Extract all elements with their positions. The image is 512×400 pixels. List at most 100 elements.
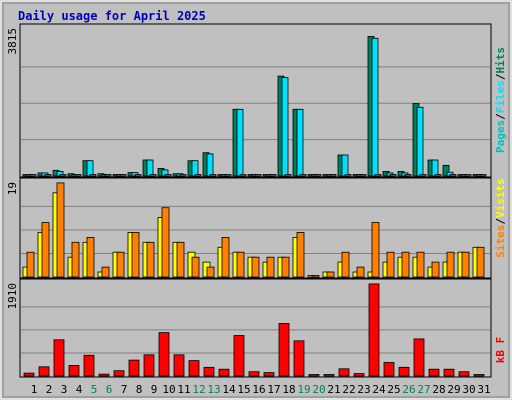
bar-kb-f [158,332,170,377]
side-legend-part: F [494,337,507,350]
bar-pages [89,174,97,177]
bar-pages [404,174,412,177]
day-label: 5 [91,383,98,396]
bar-sites [461,251,470,278]
day-label: 10 [162,383,175,396]
bar-files [206,153,214,177]
bar-kb-f [293,340,305,377]
bar-kb-f [368,283,380,377]
bar-pages [104,174,112,177]
bar-kb-f [458,371,470,377]
day-label: 3 [61,383,68,396]
bar-files [341,154,349,177]
bar-kb-f [248,371,260,377]
bar-kb-f [23,372,35,377]
bar-pages [419,174,427,177]
day-label: 26 [402,383,415,396]
bar-kb-f [83,354,95,377]
bar-kb-f [233,335,245,377]
bar-sites [236,251,245,278]
bar-kb-f [68,364,80,377]
bar-sites [401,251,410,278]
day-label: 21 [327,383,340,396]
bar-pages [179,174,187,177]
bar-pages [269,174,277,177]
bar-pages [164,174,172,177]
bar-kb-f [308,374,320,377]
bar-pages [374,174,382,177]
bar-sites [371,222,380,278]
bar-sites [386,251,395,278]
bar-layer [22,36,487,377]
side-legend-part: / [494,73,507,80]
bar-pages [359,174,367,177]
day-label: 25 [387,383,400,396]
bar-kb-f [353,373,365,377]
day-label: 13 [207,383,220,396]
bar-pages [74,174,82,177]
bar-kb-f [413,338,425,377]
bar-pages [239,174,247,177]
bar-kb-f [473,374,485,377]
bar-sites [101,266,110,278]
bar-sites [191,256,200,278]
bar-pages [449,174,457,177]
bar-files [296,108,304,177]
side-legend: Sites/Visits [494,178,507,258]
bar-kb-f [173,354,185,377]
bar-files [191,160,199,177]
day-labels: 1 2 3 4 5 6 7 8 9 10 11 12 13 14 15 16 17 18 19 20 21 22 23 24 2… [31,383,491,396]
bar-kb-f [98,373,110,377]
side-legend-part: kB [494,350,507,364]
bar-sites [176,241,185,278]
bar-pages [254,174,262,177]
grid-layer [21,66,490,354]
bar-kb-f [143,354,155,377]
day-label: 29 [447,383,460,396]
bar-sites [41,222,50,278]
bar-kb-f [128,359,140,377]
day-label: 28 [432,383,445,396]
bar-kb-f [218,368,230,377]
day-label: 20 [312,383,325,396]
bar-files [371,37,379,177]
bar-sites [251,256,260,278]
bar-kb-f [53,339,65,377]
day-label: 27 [417,383,430,396]
axis-max-label: 3815 [6,28,19,55]
bar-sites [476,246,485,278]
bar-kb-f [428,368,440,377]
side-legend-part: Files [494,80,507,113]
day-label: 22 [342,383,355,396]
day-label: 7 [121,383,128,396]
bar-pages [329,174,337,177]
chart-title: Daily usage for April 2025 [18,9,206,23]
bar-sites [131,231,140,278]
bar-kb-f [113,370,125,377]
day-label: 12 [192,383,205,396]
bar-pages [464,174,472,177]
day-label: 1 [31,383,38,396]
bar-pages [194,174,202,177]
bar-sites [71,241,80,278]
day-label: 14 [222,383,236,396]
bar-kb-f [398,366,410,377]
side-legend-part: / [494,113,507,120]
bar-files [86,160,94,177]
bar-pages [29,174,37,177]
bar-kb-f [323,374,335,377]
axis-max-label: 1910 [6,283,19,310]
bar-kb-f [38,366,50,377]
bar-sites [26,251,35,278]
bar-pages [299,174,307,177]
panel-hits-frame [19,23,492,178]
day-label: 24 [372,383,386,396]
bar-hits [442,164,450,177]
day-label: 4 [76,383,83,396]
day-label: 11 [177,383,190,396]
bar-pages [119,174,127,177]
bar-pages [284,174,292,177]
bar-pages [44,174,52,177]
